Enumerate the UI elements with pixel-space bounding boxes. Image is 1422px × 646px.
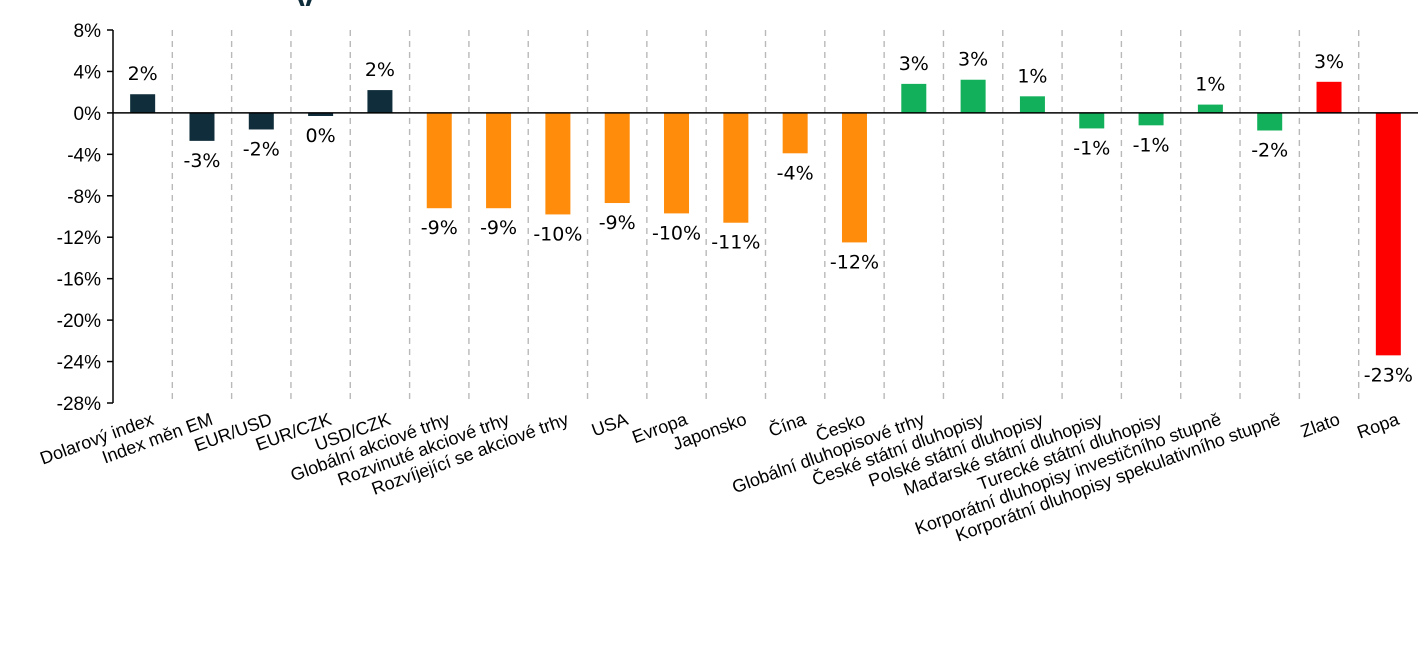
bar [841,112,867,243]
y-tick-label: -4% [67,145,101,166]
data-label: 0% [306,125,336,147]
bar [1375,112,1401,356]
data-label: -1% [1133,134,1170,156]
y-tick-label: -12% [57,228,101,249]
data-label: -4% [777,162,814,184]
data-label: -2% [1251,140,1288,162]
bar [604,112,630,204]
bar [189,112,215,141]
x-tick-label: USA [589,409,631,440]
data-label: -10% [533,223,582,245]
y-tick-label: -28% [57,394,101,415]
bar [367,90,393,113]
data-label: 3% [899,53,929,75]
data-label: 3% [958,49,988,71]
x-tick-label: Ropa [1354,409,1402,443]
data-label: -9% [599,212,636,234]
y-tick-label: -20% [57,311,101,332]
bar [1197,104,1223,113]
y-tick-label: 0% [74,104,102,125]
data-label: -12% [830,251,879,273]
data-label: 2% [365,59,395,81]
data-label: -9% [421,217,458,239]
bar [1019,96,1045,113]
bar [308,112,334,116]
data-label: -1% [1073,137,1110,159]
y-tick-label: -8% [67,187,101,208]
data-label: 2% [128,63,158,85]
bar [1316,81,1342,113]
y-tick-label: -24% [57,353,101,374]
data-label: -9% [480,217,517,239]
data-label: 1% [1195,74,1225,96]
bar [545,112,571,215]
bar [130,94,156,113]
bar [1257,112,1283,131]
title-fragment-glyph: y [296,0,314,6]
bar [960,79,986,113]
bar [426,112,452,209]
data-label: -3% [183,150,220,172]
data-label: -10% [652,222,701,244]
bar [782,112,808,154]
svg-text:y: y [296,0,314,6]
x-tick-label: Zlato [1298,409,1342,441]
data-label: -23% [1364,364,1413,386]
bar [1079,112,1105,129]
bar [248,112,274,130]
data-label: 3% [1314,51,1344,73]
bar [486,112,512,209]
data-label: 1% [1017,65,1047,87]
title-fragment: y [290,0,350,6]
y-tick-label: 8% [74,21,102,42]
bar [723,112,749,223]
bar [901,83,927,113]
bar [1138,112,1164,126]
data-label: -11% [711,232,760,254]
x-tick-label: Čína [766,408,810,441]
y-tick-label: 4% [74,62,102,83]
y-tick-label: -16% [57,270,101,291]
bar [664,112,690,214]
data-label: -2% [243,138,280,160]
